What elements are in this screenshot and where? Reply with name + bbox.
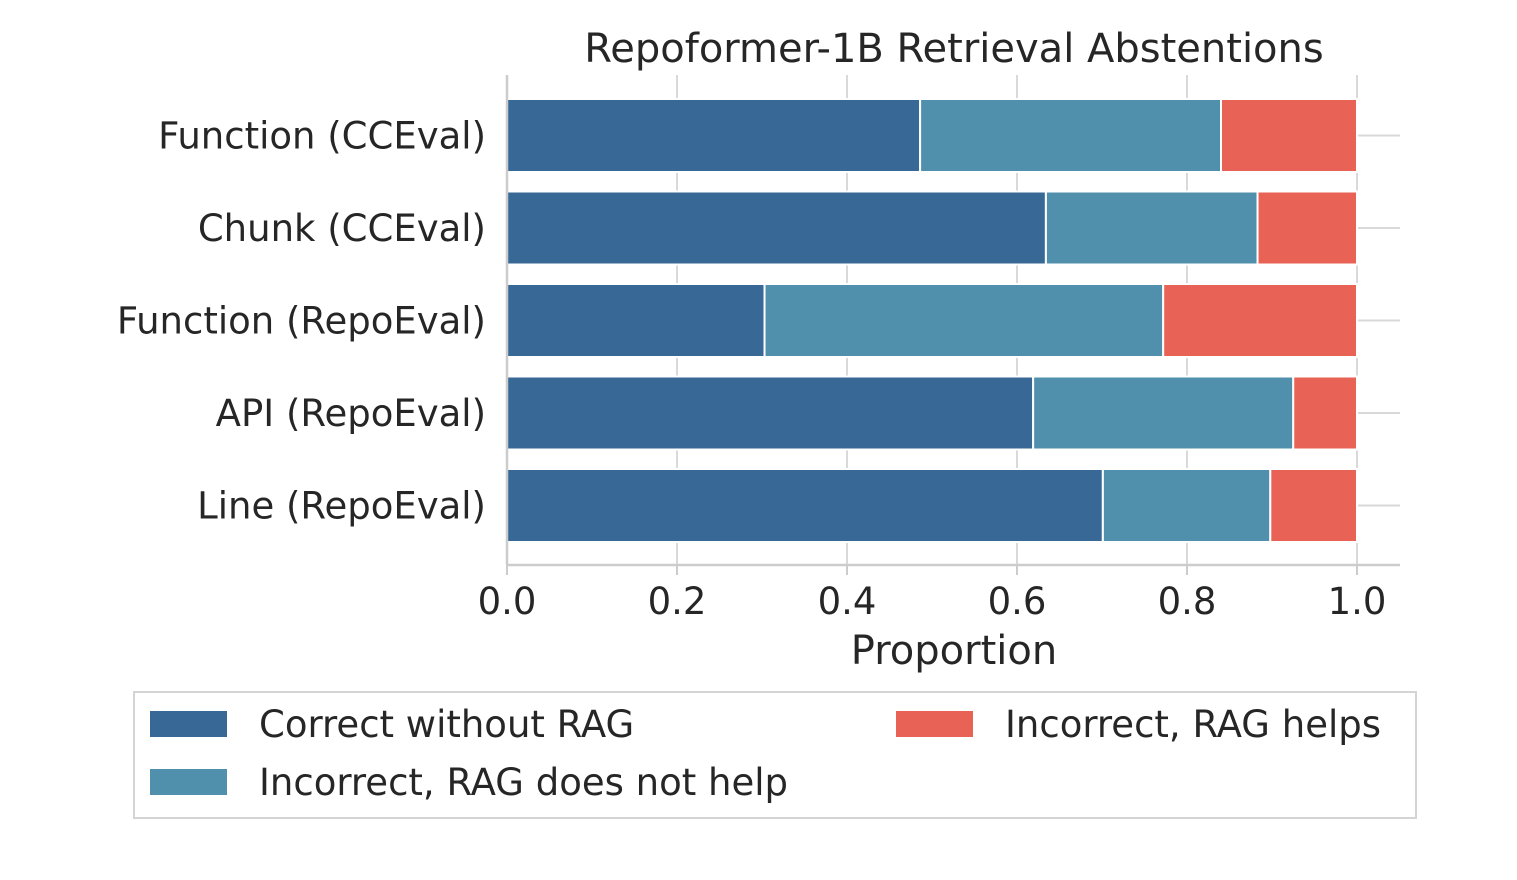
- bar-3-row-2: [1256, 190, 1359, 266]
- y-tick-label: API (RepoEval): [216, 392, 486, 435]
- axes: [505, 75, 1400, 575]
- bars: [506, 98, 1359, 543]
- bar-3-row-3: [1162, 283, 1358, 358]
- legend-swatch: [896, 711, 973, 737]
- legend: Correct without RAG Incorrect, RAG does n…: [133, 691, 1417, 819]
- x-tick-labels: 0.0 0.2 0.4 0.6 0.8 1.0: [478, 580, 1387, 623]
- x-tick-label: 0.8: [1158, 580, 1217, 623]
- legend-label: Incorrect, RAG helps: [1005, 703, 1381, 746]
- x-tick-label: 0.0: [478, 580, 537, 623]
- bar-1-row-1: [506, 98, 922, 173]
- bar-1-row-3: [506, 283, 766, 358]
- bar-2-row-4: [1032, 375, 1295, 451]
- legend-label: Correct without RAG: [259, 703, 634, 746]
- legend-label: Incorrect, RAG does not help: [259, 761, 788, 804]
- bar-3-row-5: [1269, 468, 1359, 543]
- x-tick-label: 0.6: [988, 580, 1047, 623]
- chart-title: Repoformer-1B Retrieval Abstentions: [584, 26, 1323, 72]
- legend-swatch: [150, 711, 227, 737]
- y-tick-labels: Function (CCEval) Chunk (CCEval) Function …: [117, 115, 486, 528]
- legend-box: [133, 691, 1417, 819]
- bar-2-row-1: [919, 98, 1222, 173]
- y-tick-label: Function (RepoEval): [117, 300, 486, 343]
- bar-2-row-2: [1044, 190, 1259, 266]
- bar-3-row-4: [1292, 375, 1358, 451]
- x-axis-label: Proportion: [851, 628, 1057, 674]
- y-tick-label: Chunk (CCEval): [198, 207, 486, 250]
- bar-2-row-3: [763, 283, 1165, 358]
- bar-1-row-5: [506, 468, 1104, 543]
- x-tick-label: 0.2: [648, 580, 707, 623]
- legend-swatch: [150, 769, 227, 795]
- bar-2-row-5: [1101, 468, 1272, 543]
- y-tick-label: Function (CCEval): [158, 115, 486, 158]
- x-tick-label: 1.0: [1328, 580, 1387, 623]
- bar-1-row-2: [506, 190, 1047, 266]
- bar-3-row-1: [1220, 98, 1358, 173]
- x-tick-label: 0.4: [818, 580, 877, 623]
- bar-1-row-4: [506, 375, 1035, 451]
- y-tick-label: Line (RepoEval): [197, 485, 486, 528]
